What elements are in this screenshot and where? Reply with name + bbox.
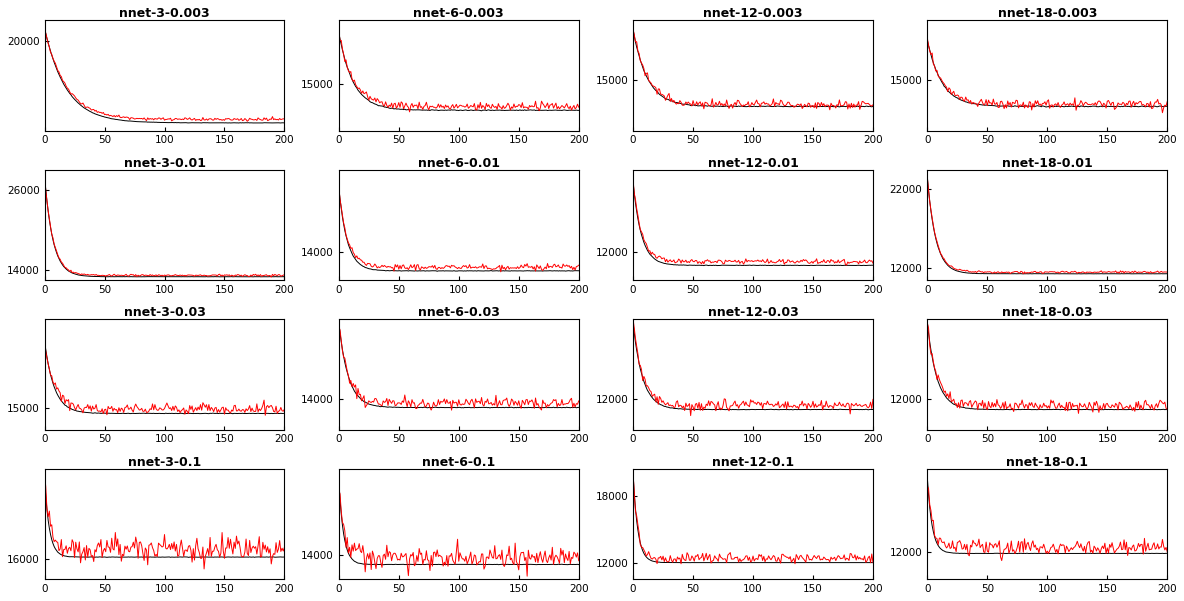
Title: nnet-18-0.003: nnet-18-0.003 bbox=[998, 7, 1098, 20]
Title: nnet-3-0.03: nnet-3-0.03 bbox=[123, 306, 206, 319]
Title: nnet-18-0.1: nnet-18-0.1 bbox=[1006, 456, 1088, 469]
Title: nnet-3-0.003: nnet-3-0.003 bbox=[120, 7, 210, 20]
Title: nnet-12-0.1: nnet-12-0.1 bbox=[712, 456, 794, 469]
Title: nnet-12-0.03: nnet-12-0.03 bbox=[708, 306, 798, 319]
Title: nnet-3-0.1: nnet-3-0.1 bbox=[128, 456, 201, 469]
Title: nnet-6-0.003: nnet-6-0.003 bbox=[413, 7, 504, 20]
Title: nnet-6-0.03: nnet-6-0.03 bbox=[418, 306, 500, 319]
Title: nnet-12-0.003: nnet-12-0.003 bbox=[703, 7, 803, 20]
Title: nnet-18-0.03: nnet-18-0.03 bbox=[1002, 306, 1093, 319]
Title: nnet-12-0.01: nnet-12-0.01 bbox=[708, 156, 798, 169]
Title: nnet-6-0.01: nnet-6-0.01 bbox=[418, 156, 500, 169]
Title: nnet-3-0.01: nnet-3-0.01 bbox=[123, 156, 206, 169]
Title: nnet-18-0.01: nnet-18-0.01 bbox=[1002, 156, 1093, 169]
Title: nnet-6-0.1: nnet-6-0.1 bbox=[423, 456, 495, 469]
